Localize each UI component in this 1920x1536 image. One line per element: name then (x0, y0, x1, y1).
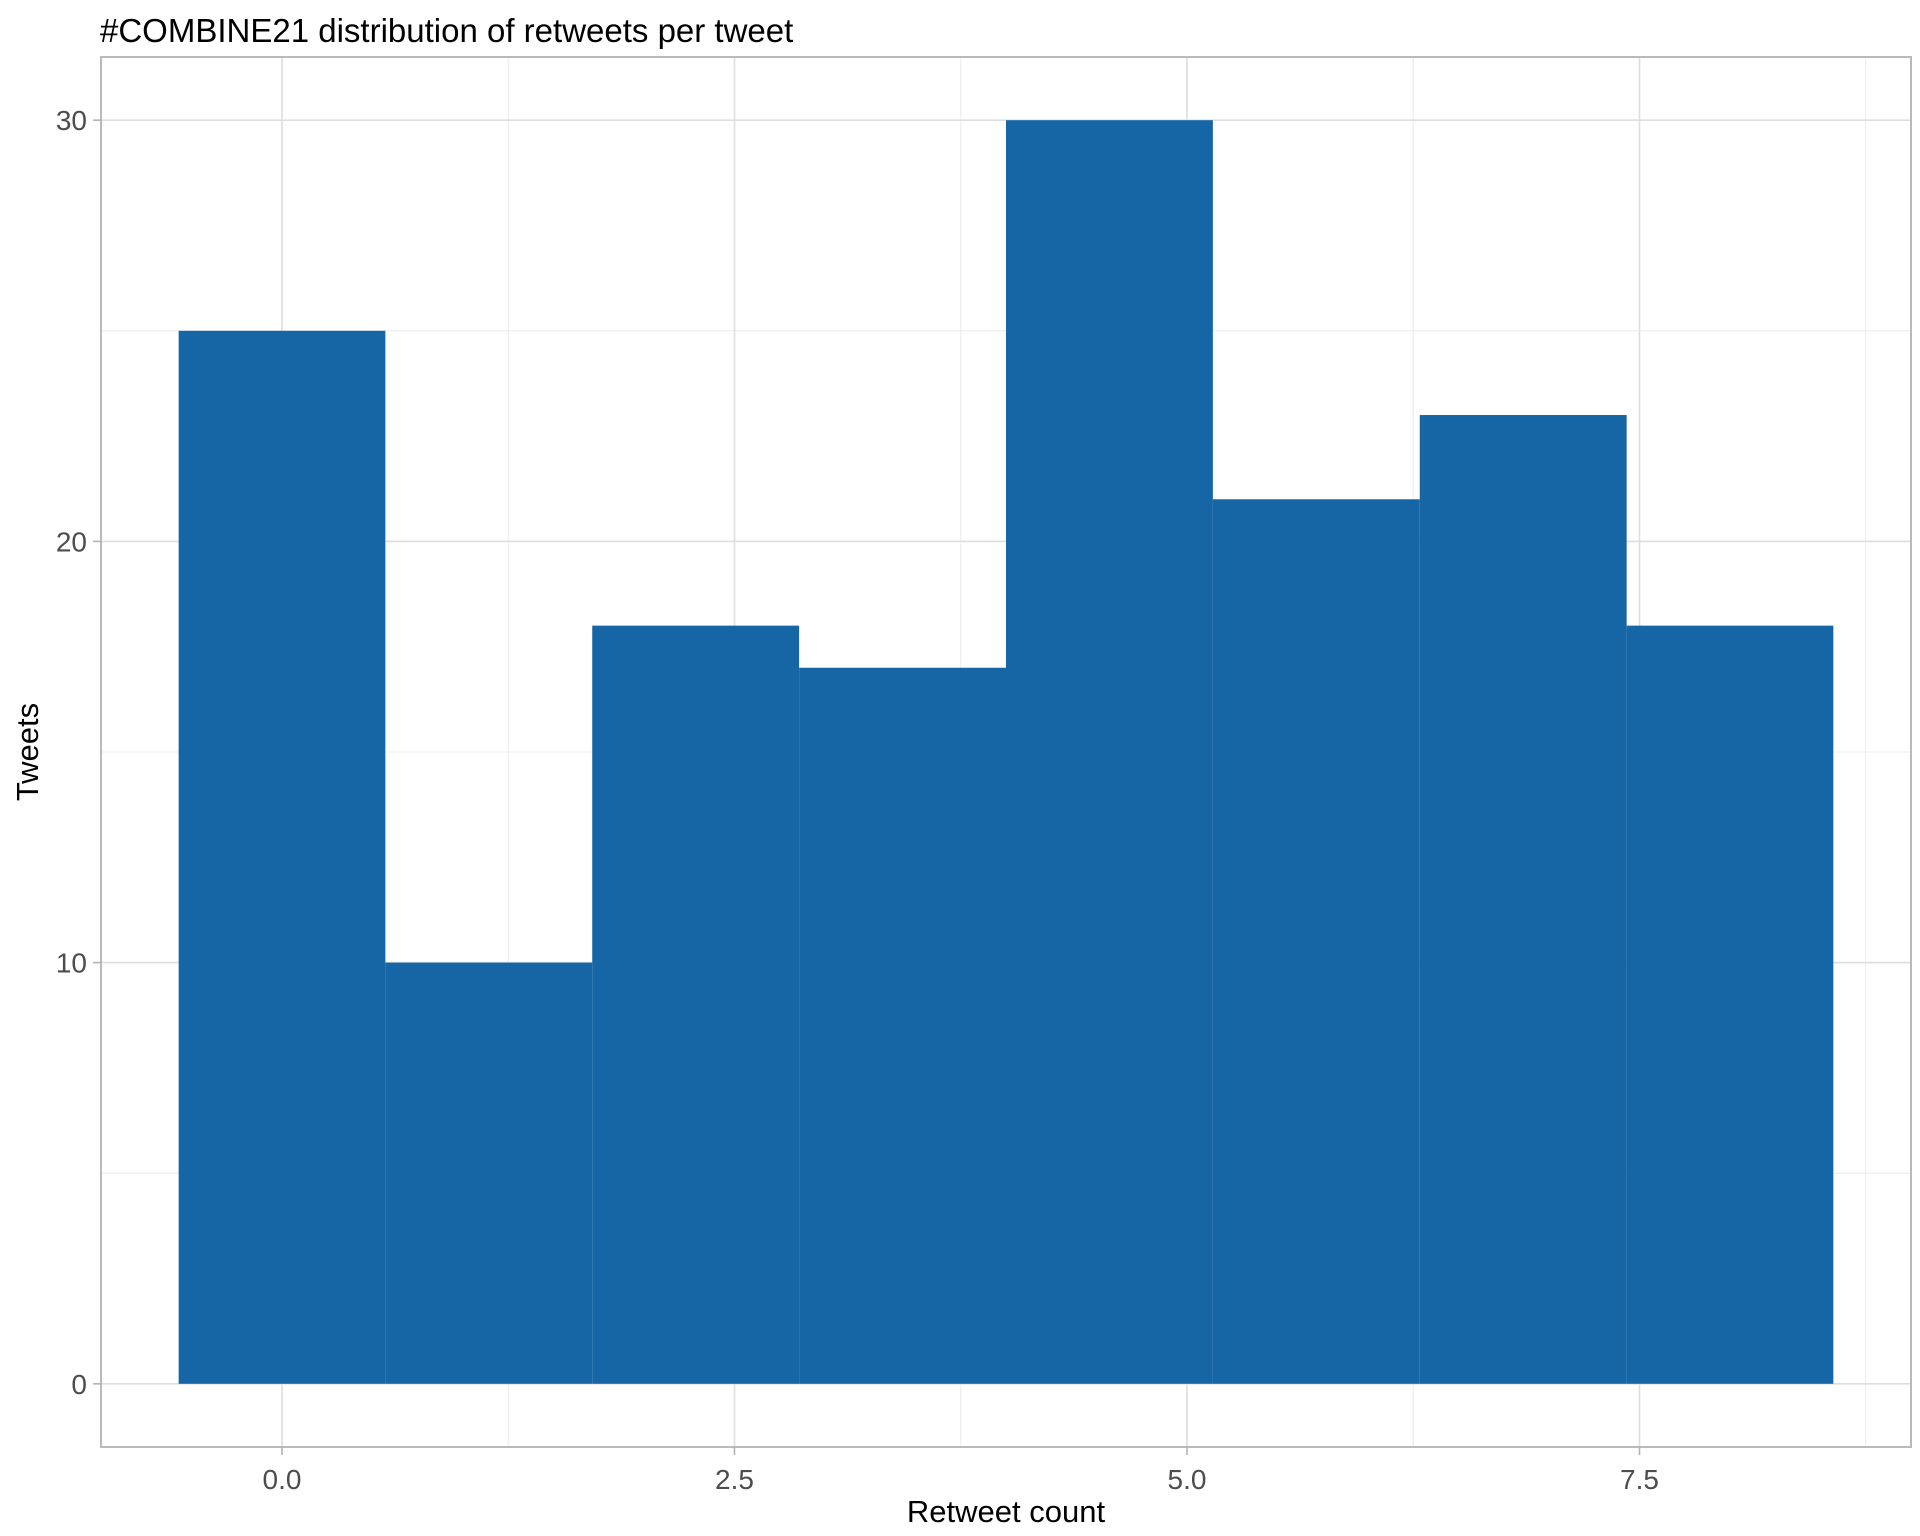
x-axis-title: Retweet count (907, 1494, 1106, 1529)
y-axis-title: Tweets (10, 703, 45, 801)
chart-title: #COMBINE21 distribution of retweets per … (100, 12, 793, 49)
y-tick-label: 20 (56, 526, 87, 557)
histogram-bar-2 (385, 962, 593, 1384)
histogram-bar-8 (1626, 625, 1834, 1384)
histogram-bar-6 (1212, 499, 1420, 1384)
histogram-bar-3 (592, 625, 800, 1384)
y-axis-ticks: 0 10 20 30 (56, 105, 101, 1400)
histogram-bar-5 (1006, 120, 1213, 1384)
histogram-bar-7 (1419, 415, 1627, 1384)
histogram-bars (178, 120, 1834, 1384)
x-tick-label: 0.0 (263, 1464, 302, 1495)
x-tick-label: 7.5 (1620, 1464, 1659, 1495)
x-axis-ticks: 0.0 2.5 5.0 7.5 (263, 1447, 1659, 1495)
histogram-bar-4 (799, 667, 1006, 1384)
y-tick-label: 10 (56, 948, 87, 979)
histogram-bar-1 (178, 330, 386, 1384)
x-tick-label: 2.5 (715, 1464, 754, 1495)
x-tick-label: 5.0 (1168, 1464, 1207, 1495)
plot-panel-border (100, 56, 1912, 1448)
y-tick-label: 30 (56, 105, 87, 136)
y-tick-label: 0 (71, 1369, 87, 1400)
